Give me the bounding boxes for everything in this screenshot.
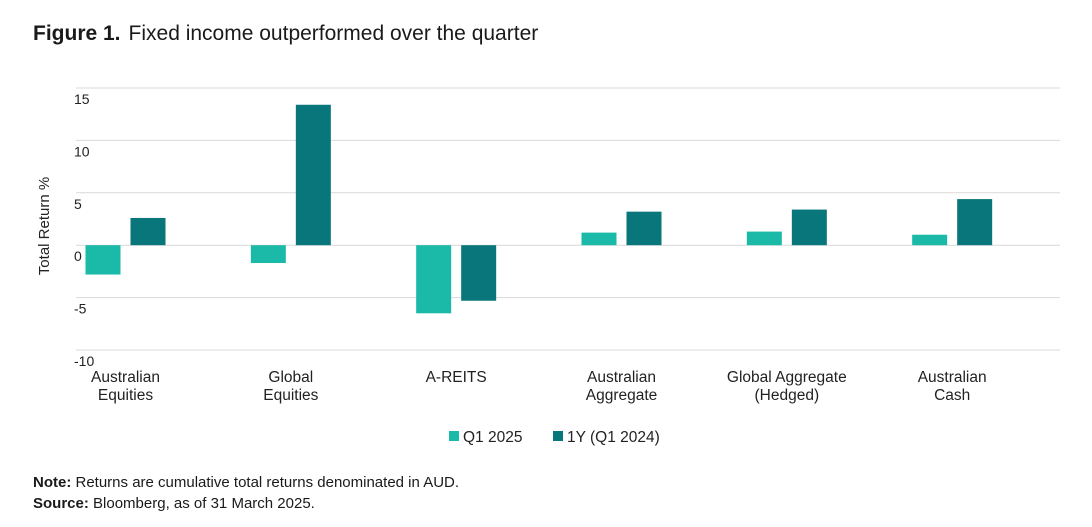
source-label: Source:	[33, 495, 89, 512]
legend-1y-q1-2024-swatch	[553, 431, 563, 441]
note-text: Returns are cumulative total returns den…	[75, 474, 460, 491]
legend-q1-2025-swatch	[449, 431, 459, 441]
x-category-label: (Hedged)	[755, 387, 820, 404]
legend-q1-2025-label: Q1 2025	[463, 429, 522, 446]
bar-q1-2025	[581, 232, 617, 246]
y-tick-label: 5	[74, 196, 82, 212]
bar-1y-q1-2024	[130, 217, 166, 246]
x-category-label: A-REITS	[426, 369, 487, 386]
legend-1y-q1-2024-label: 1Y (Q1 2024)	[567, 429, 660, 446]
figure-title: Figure 1. Fixed income outperformed over …	[33, 22, 538, 46]
x-category-label: Australian	[91, 369, 160, 386]
bar-q1-2025	[746, 231, 782, 246]
bar-q1-2025	[912, 234, 948, 246]
footnotes: Note: Returns are cumulative total retur…	[33, 472, 459, 514]
y-tick-label: -5	[74, 301, 87, 317]
x-category-label: Global	[268, 369, 313, 386]
y-tick-label: 10	[74, 143, 90, 159]
note-label: Note:	[33, 474, 72, 491]
bar-1y-q1-2024	[295, 104, 331, 246]
figure-label: Figure 1.	[33, 22, 121, 45]
y-axis-label: Total Return %	[36, 177, 53, 275]
bar-q1-2025	[250, 245, 286, 264]
x-category-label: Australian	[587, 369, 656, 386]
bar-1y-q1-2024	[626, 211, 662, 246]
bar-1y-q1-2024	[461, 245, 497, 301]
bar-q1-2025	[416, 245, 452, 314]
bar-1y-q1-2024	[791, 209, 827, 246]
bar-1y-q1-2024	[957, 199, 993, 246]
y-tick-label: 0	[74, 248, 82, 264]
x-category-label: Cash	[934, 387, 970, 404]
figure-title-text: Fixed income outperformed over the quart…	[128, 22, 539, 45]
x-category-label: Australian	[918, 369, 987, 386]
x-category-label: Aggregate	[586, 387, 658, 404]
y-tick-label: -10	[74, 353, 94, 369]
x-category-label: Equities	[98, 387, 153, 404]
source-text: Bloomberg, as of 31 March 2025.	[93, 495, 315, 512]
x-category-label: Equities	[263, 387, 318, 404]
note-line: Note: Returns are cumulative total retur…	[33, 472, 459, 493]
bar-q1-2025	[85, 245, 121, 275]
x-category-label: Global Aggregate	[727, 369, 847, 386]
source-line: Source: Bloomberg, as of 31 March 2025.	[33, 493, 459, 514]
y-tick-label: 15	[74, 91, 90, 107]
